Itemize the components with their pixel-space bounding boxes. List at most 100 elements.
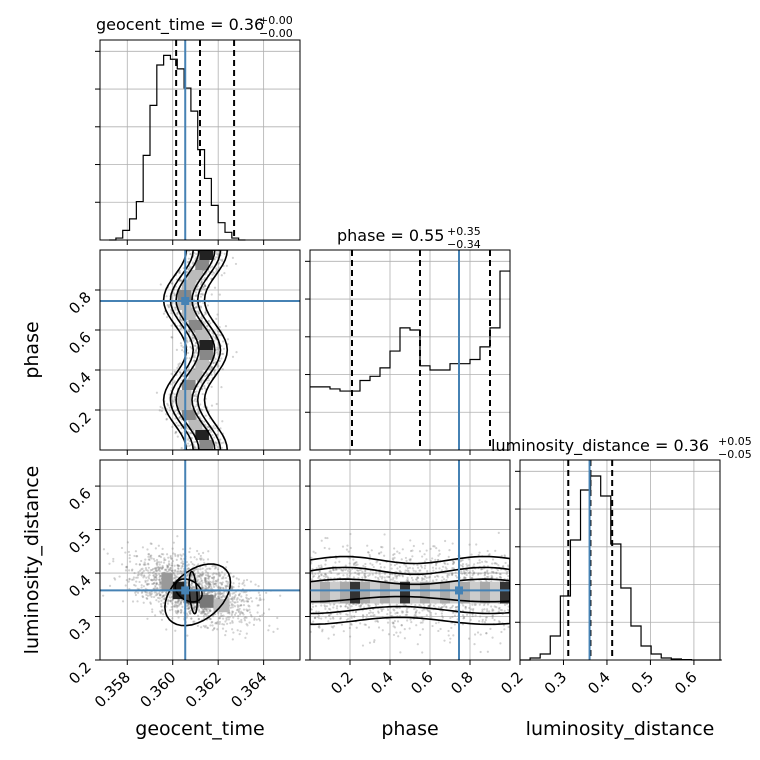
scatter-point	[214, 593, 217, 596]
scatter-point	[148, 592, 151, 595]
scatter-point	[328, 570, 331, 573]
scatter-point	[324, 572, 327, 576]
scatter-point	[146, 597, 149, 600]
scatter-point	[189, 556, 192, 559]
scatter-point	[231, 592, 234, 595]
scatter-point	[176, 313, 179, 316]
scatter-point	[233, 591, 236, 594]
scatter-point	[170, 564, 173, 567]
scatter-point	[191, 573, 194, 576]
scatter-point	[167, 305, 170, 308]
scatter-point	[421, 651, 424, 654]
scatter-point	[196, 310, 199, 313]
scatter-point	[220, 583, 224, 586]
scatter-point	[223, 573, 226, 576]
scatter-point	[133, 554, 136, 558]
scatter-point	[202, 610, 205, 614]
scatter-point	[246, 597, 249, 600]
scatter-point	[144, 563, 147, 566]
scatter-point	[178, 370, 181, 374]
scatter-point	[191, 585, 194, 588]
scatter-point	[361, 576, 364, 579]
scatter-point	[197, 288, 200, 291]
scatter-point	[410, 621, 413, 624]
scatter-point	[175, 348, 178, 351]
scatter-point	[208, 580, 211, 583]
scatter-point	[197, 552, 200, 555]
density-cell	[161, 573, 173, 591]
scatter-point	[396, 620, 400, 623]
scatter-point	[211, 265, 214, 268]
scatter-point	[217, 571, 221, 574]
scatter-point	[147, 571, 150, 574]
scatter-point	[176, 600, 179, 603]
panel-frame	[309, 249, 511, 451]
scatter-point	[214, 582, 217, 585]
scatter-point	[239, 612, 242, 615]
scatter-point	[415, 578, 418, 581]
scatter-point	[347, 567, 351, 571]
scatter-point	[140, 586, 143, 589]
scatter-point	[495, 606, 498, 609]
scatter-point	[175, 611, 178, 614]
scatter-point	[204, 584, 207, 587]
scatter-point	[192, 606, 196, 610]
scatter-point	[493, 562, 496, 565]
scatter-point	[179, 570, 183, 573]
scatter-point	[203, 576, 207, 580]
scatter-point	[214, 444, 218, 447]
scatter-point	[392, 621, 395, 625]
scatter-point	[377, 626, 381, 629]
scatter-point	[177, 610, 180, 613]
scatter-point	[206, 587, 209, 590]
scatter-point	[156, 586, 159, 590]
scatter-point	[159, 594, 162, 597]
scatter-point	[205, 592, 209, 596]
scatter-point	[199, 557, 202, 560]
scatter-point	[174, 603, 177, 606]
scatter-point	[209, 617, 212, 621]
scatter-point	[189, 612, 192, 615]
scatter-point	[425, 558, 428, 561]
scatter-point	[217, 597, 221, 600]
scatter-point	[185, 278, 189, 281]
scatter-point	[336, 613, 339, 616]
scatter-point	[159, 580, 162, 583]
scatter-point	[388, 575, 391, 579]
scatter-point	[216, 330, 219, 333]
scatter-point	[405, 565, 408, 568]
scatter-point	[486, 570, 489, 573]
scatter-point	[418, 603, 421, 607]
scatter-point	[195, 291, 198, 294]
scatter-point	[170, 566, 173, 570]
scatter-point	[437, 554, 440, 557]
scatter-point	[196, 587, 200, 590]
scatter-point	[204, 423, 207, 426]
scatter-point	[491, 576, 494, 579]
scatter-point	[124, 584, 127, 587]
scatter-point	[145, 593, 148, 596]
scatter-point	[206, 325, 209, 328]
scatter-point	[218, 617, 221, 620]
scatter-point	[398, 552, 401, 555]
scatter-point	[152, 582, 155, 585]
scatter-point	[244, 591, 247, 594]
scatter-point	[201, 572, 204, 575]
scatter-point	[168, 406, 171, 409]
scatter-point	[447, 629, 450, 633]
scatter-point	[467, 571, 471, 575]
scatter-point	[140, 568, 143, 571]
scatter-point	[347, 617, 350, 620]
scatter-point	[238, 604, 241, 607]
scatter-point	[387, 633, 391, 636]
scatter-point	[193, 329, 196, 333]
scatter-point	[208, 437, 212, 440]
scatter-point	[326, 575, 329, 578]
scatter-point	[193, 354, 196, 357]
scatter-point	[487, 554, 490, 557]
scatter-point	[159, 555, 163, 559]
scatter-point	[178, 604, 181, 607]
scatter-point	[406, 567, 410, 570]
scatter-point	[222, 347, 226, 350]
scatter-point	[207, 581, 210, 584]
